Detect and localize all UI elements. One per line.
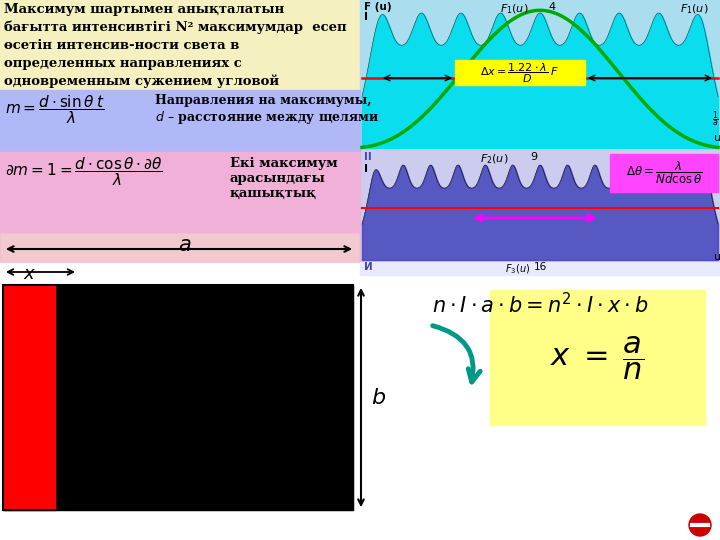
Text: Екі максимум
арасындағы
қашықтық: Екі максимум арасындағы қашықтық xyxy=(230,157,338,200)
Text: $F_2(u)$: $F_2(u)$ xyxy=(480,152,508,166)
Text: $n\cdot I\cdot a\cdot b=n^{2}\cdot I\cdot x\cdot b$: $n\cdot I\cdot a\cdot b=n^{2}\cdot I\cdo… xyxy=(432,292,648,317)
Text: $b$: $b$ xyxy=(371,387,386,408)
Text: u: u xyxy=(714,252,720,262)
Text: Направления на максимумы,
$d$ – расстояние между щелями: Направления на максимумы, $d$ – расстоян… xyxy=(155,94,379,126)
Text: $\Delta x=\dfrac{1.22\cdot\lambda}{D}\;F$: $\Delta x=\dfrac{1.22\cdot\lambda}{D}\;F… xyxy=(480,61,559,85)
Text: И: И xyxy=(364,262,373,272)
Text: өсетін интенсив-ности света в: өсетін интенсив-ности света в xyxy=(4,39,239,52)
Bar xyxy=(360,150,720,262)
Bar xyxy=(0,0,360,270)
Bar xyxy=(3,285,55,510)
Text: II: II xyxy=(364,152,372,162)
Circle shape xyxy=(689,514,711,536)
Text: Максимум шартымен анықталатын: Максимум шартымен анықталатын xyxy=(4,3,284,16)
Text: $a$: $a$ xyxy=(179,235,192,255)
Text: $F_3(u)$: $F_3(u)$ xyxy=(505,262,530,275)
Bar xyxy=(490,290,705,425)
Text: $\partial m=1=\dfrac{d\cdot\cos\theta\cdot\partial\theta}{\lambda}$: $\partial m=1=\dfrac{d\cdot\cos\theta\cd… xyxy=(5,155,163,188)
Text: $\Delta\theta=\dfrac{\lambda}{Nd\cos\theta}$: $\Delta\theta=\dfrac{\lambda}{Nd\cos\the… xyxy=(626,160,703,186)
Bar xyxy=(455,60,585,85)
Text: 9: 9 xyxy=(530,152,537,162)
Text: $\frac{1}{a}$: $\frac{1}{a}$ xyxy=(712,110,719,130)
Bar xyxy=(0,232,360,262)
Text: $m=\dfrac{d\cdot\sin\theta\;t}{\lambda}$: $m=\dfrac{d\cdot\sin\theta\;t}{\lambda}$ xyxy=(5,93,105,126)
Text: бағытта интенсивтігі N² максимумдар  есеп: бағытта интенсивтігі N² максимумдар есеп xyxy=(4,21,346,35)
Bar xyxy=(610,154,718,192)
Text: определенных направлениях с: определенных направлениях с xyxy=(4,57,242,70)
Bar xyxy=(360,262,720,275)
Bar xyxy=(0,152,360,232)
Text: $x\;=\;\dfrac{a}{n}$: $x\;=\;\dfrac{a}{n}$ xyxy=(550,334,644,382)
Bar xyxy=(360,0,720,150)
Text: $x$: $x$ xyxy=(23,265,37,283)
Bar xyxy=(0,90,360,152)
Text: I: I xyxy=(364,12,368,22)
Text: 16: 16 xyxy=(534,262,546,272)
Text: F (u): F (u) xyxy=(364,2,392,12)
Text: одновременным сужением угловой: одновременным сужением угловой xyxy=(4,75,279,89)
Bar xyxy=(360,275,720,540)
Text: I: I xyxy=(364,164,368,174)
Bar xyxy=(3,285,353,510)
Bar xyxy=(0,262,360,540)
Text: $F_1(u)$: $F_1(u)$ xyxy=(500,2,528,16)
Text: 4: 4 xyxy=(548,2,555,12)
Text: $F_1(u)$: $F_1(u)$ xyxy=(680,2,708,16)
Text: u: u xyxy=(714,133,720,143)
FancyArrowPatch shape xyxy=(433,326,480,382)
Bar xyxy=(3,285,353,510)
